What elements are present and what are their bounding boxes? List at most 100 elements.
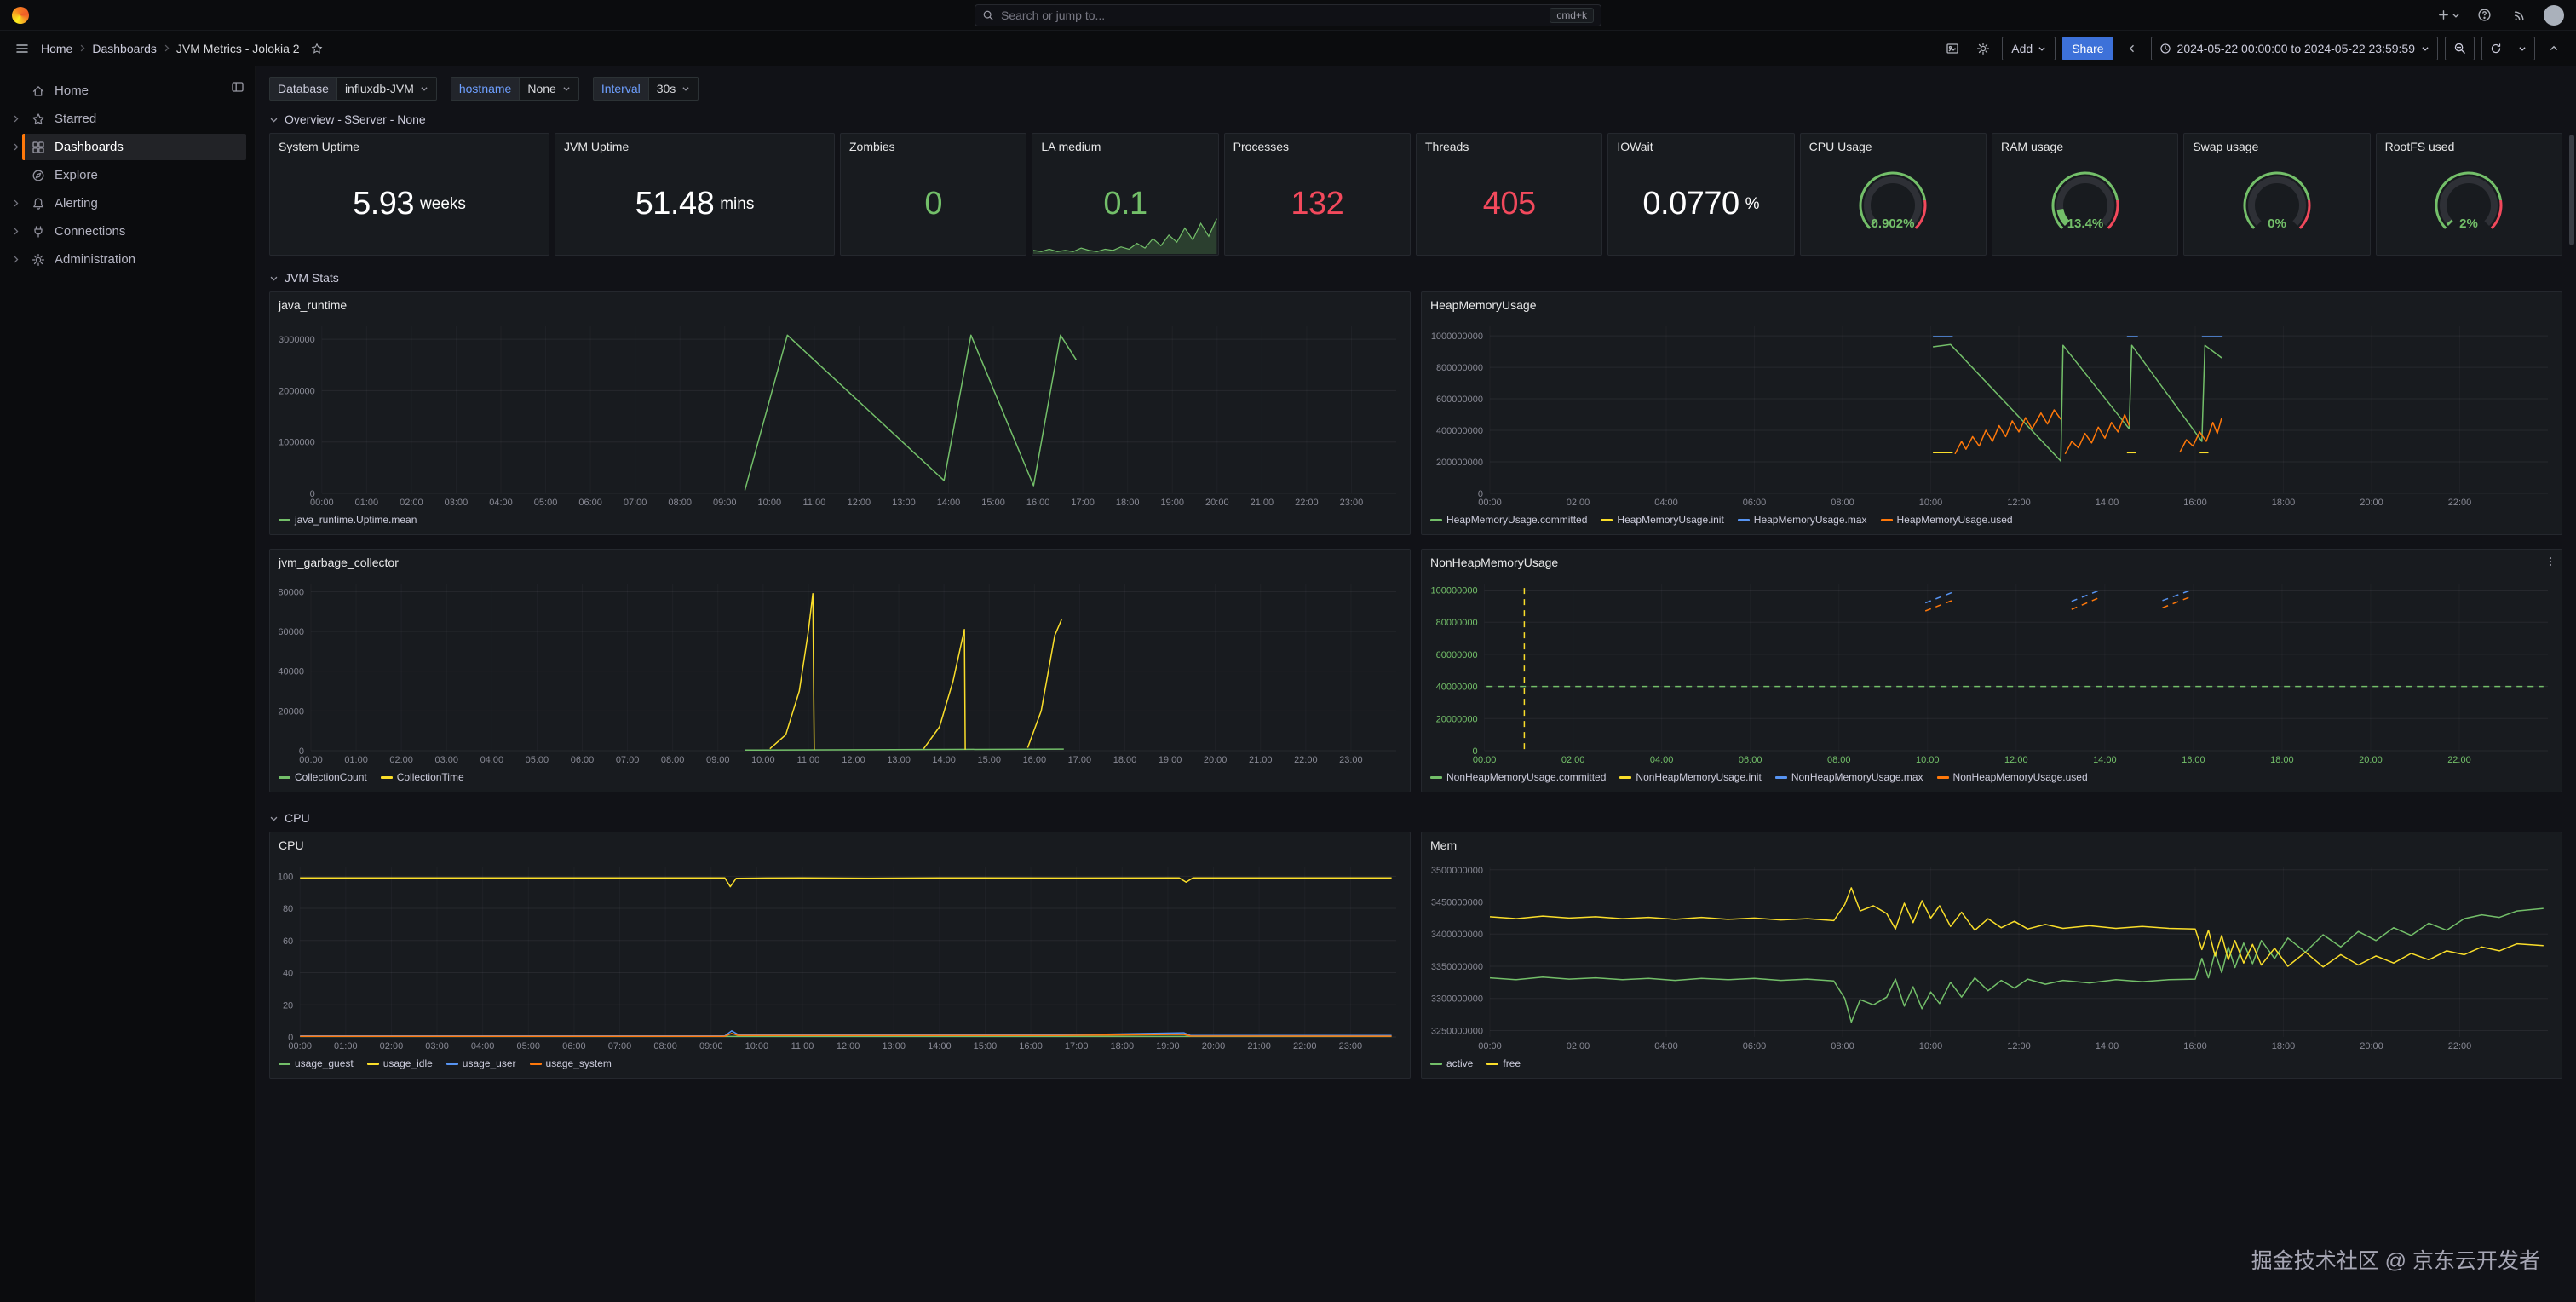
svg-text:3500000000: 3500000000 xyxy=(1431,866,1483,876)
menu-toggle-icon[interactable] xyxy=(10,37,34,60)
dock-menu-icon[interactable] xyxy=(231,80,244,94)
svg-text:19:00: 19:00 xyxy=(1160,498,1184,508)
legend-item[interactable]: NonHeapMemoryUsage.max xyxy=(1775,771,1923,783)
variable-value-dropdown[interactable]: influxdb-JVM xyxy=(336,77,437,101)
chevron-down-icon xyxy=(2452,11,2460,20)
time-range-button[interactable]: 2024-05-22 00:00:00 to 2024-05-22 23:59:… xyxy=(2152,37,2437,60)
legend-item[interactable]: CollectionCount xyxy=(279,771,367,783)
panel-title[interactable]: jvm_garbage_collector xyxy=(270,550,1410,575)
legend-item[interactable]: free xyxy=(1486,1057,1521,1069)
gauge: 13.4% xyxy=(2021,164,2149,245)
sidebar-item-home[interactable]: Home xyxy=(9,77,246,105)
chevron-left-icon[interactable] xyxy=(2120,37,2144,60)
add-button[interactable]: Add xyxy=(2002,37,2056,60)
new-button[interactable] xyxy=(2436,3,2460,27)
share-button[interactable]: Share xyxy=(2062,37,2113,60)
scrollbar[interactable] xyxy=(2569,135,2574,1302)
sidebar-item-dashboards[interactable]: Dashboards xyxy=(9,133,246,161)
search-input[interactable] xyxy=(1001,9,1543,22)
legend-item[interactable]: NonHeapMemoryUsage.init xyxy=(1619,771,1761,783)
svg-text:12:00: 12:00 xyxy=(2007,1041,2031,1051)
chevron-down-icon xyxy=(420,84,428,93)
sidebar-item-starred[interactable]: Starred xyxy=(9,105,246,133)
sidebar-item-connections[interactable]: Connections xyxy=(9,217,246,245)
panel-title[interactable]: java_runtime xyxy=(270,292,1410,318)
nonheap-memory-chart[interactable]: 00:0002:0004:0006:0008:0010:0012:0014:00… xyxy=(1422,575,2562,768)
breadcrumb-dashboards[interactable]: Dashboards xyxy=(92,42,157,55)
svg-text:16:00: 16:00 xyxy=(1023,755,1047,765)
cpu-chart[interactable]: 00:0001:0002:0003:0004:0005:0006:0007:00… xyxy=(270,858,1410,1054)
search-input-box[interactable]: cmd+k xyxy=(975,4,1601,26)
legend-item[interactable]: usage_user xyxy=(446,1057,516,1069)
sidebar-item-explore[interactable]: Explore xyxy=(9,161,246,189)
java-runtime-chart[interactable]: 00:0001:0002:0003:0004:0005:0006:0007:00… xyxy=(270,318,1410,510)
legend-color-mark xyxy=(446,1063,458,1065)
snapshot-image-icon[interactable] xyxy=(1941,37,1964,60)
help-icon[interactable] xyxy=(2472,3,2496,27)
refresh-interval-chevron-icon[interactable] xyxy=(2510,37,2534,60)
panel-title[interactable]: HeapMemoryUsage xyxy=(1422,292,2562,318)
panel-title: RAM usage xyxy=(1992,134,2177,153)
panel-title: Processes xyxy=(1225,134,1410,153)
mem-chart[interactable]: 00:0002:0004:0006:0008:0010:0012:0014:00… xyxy=(1422,858,2562,1054)
legend-label: HeapMemoryUsage.committed xyxy=(1446,514,1587,526)
legend-item[interactable]: HeapMemoryUsage.used xyxy=(1881,514,2013,526)
refresh-icon[interactable] xyxy=(2482,37,2510,60)
expand-chevron-icon[interactable] xyxy=(9,114,22,124)
legend-item[interactable]: HeapMemoryUsage.committed xyxy=(1430,514,1587,526)
legend-item[interactable]: NonHeapMemoryUsage.used xyxy=(1937,771,2088,783)
gauge: 2% xyxy=(2405,164,2533,245)
svg-text:19:00: 19:00 xyxy=(1156,1041,1180,1051)
legend-item[interactable]: HeapMemoryUsage.max xyxy=(1738,514,1867,526)
heap-memory-chart[interactable]: 00:0002:0004:0006:0008:0010:0012:0014:00… xyxy=(1422,318,2562,510)
expand-chevron-icon[interactable] xyxy=(9,199,22,208)
legend-item[interactable]: java_runtime.Uptime.mean xyxy=(279,514,417,526)
scrollbar-thumb[interactable] xyxy=(2569,135,2574,245)
chevron-up-icon[interactable] xyxy=(2542,37,2566,60)
chevron-down-icon xyxy=(2421,44,2429,53)
expand-chevron-icon[interactable] xyxy=(9,142,22,152)
row-header-overview[interactable]: Overview - $Server - None xyxy=(269,112,2562,126)
sidebar-item-alerting[interactable]: Alerting xyxy=(9,189,246,217)
clock-icon xyxy=(2159,43,2171,55)
row-header-cpu[interactable]: CPU xyxy=(269,811,2562,825)
panel-title: Swap usage xyxy=(2184,134,2369,153)
legend-item[interactable]: usage_system xyxy=(530,1057,612,1069)
expand-chevron-icon[interactable] xyxy=(9,255,22,264)
row-header-jvm-stats[interactable]: JVM Stats xyxy=(269,271,2562,285)
grafana-logo-icon[interactable] xyxy=(12,7,29,24)
svg-text:06:00: 06:00 xyxy=(1743,498,1767,508)
svg-text:02:00: 02:00 xyxy=(1561,755,1585,765)
stat-value: 5.93 xyxy=(353,186,414,222)
panel-menu-kebab-icon[interactable] xyxy=(2544,556,2556,567)
sidebar-item-administration[interactable]: Administration xyxy=(9,245,246,274)
panel-title[interactable]: CPU xyxy=(270,832,1410,858)
svg-text:80000: 80000 xyxy=(278,587,304,597)
panel-title[interactable]: NonHeapMemoryUsage xyxy=(1422,550,2562,575)
legend-item[interactable]: usage_guest xyxy=(279,1057,354,1069)
legend-item[interactable]: CollectionTime xyxy=(381,771,464,783)
chevron-down-icon xyxy=(681,84,690,93)
legend-item[interactable]: usage_idle xyxy=(367,1057,433,1069)
legend-item[interactable]: HeapMemoryUsage.init xyxy=(1601,514,1723,526)
news-icon[interactable] xyxy=(2508,3,2532,27)
sidebar-item-label: Administration xyxy=(55,252,135,267)
stat-panel-iowait: IOWait0.0770% xyxy=(1607,133,1794,256)
panel-title[interactable]: Mem xyxy=(1422,832,2562,858)
panel-jvm-garbage-collector: jvm_garbage_collector 00:0001:0002:0003:… xyxy=(269,549,1411,792)
sidebar-nav: HomeStarredDashboardsExploreAlertingConn… xyxy=(9,77,246,274)
user-avatar[interactable] xyxy=(2544,5,2564,26)
settings-gear-icon[interactable] xyxy=(1971,37,1995,60)
legend-item[interactable]: NonHeapMemoryUsage.committed xyxy=(1430,771,1606,783)
variable-value-dropdown[interactable]: None xyxy=(519,77,578,101)
variable-value-dropdown[interactable]: 30s xyxy=(648,77,699,101)
zoom-out-icon[interactable] xyxy=(2446,37,2474,60)
expand-chevron-icon[interactable] xyxy=(9,227,22,236)
search-icon xyxy=(982,9,994,21)
svg-text:08:00: 08:00 xyxy=(661,755,685,765)
stats-row: System Uptime5.93weeksJVM Uptime51.48min… xyxy=(269,133,2562,256)
legend-item[interactable]: active xyxy=(1430,1057,1473,1069)
breadcrumb-home[interactable]: Home xyxy=(41,42,72,55)
garbage-collector-chart[interactable]: 00:0001:0002:0003:0004:0005:0006:0007:00… xyxy=(270,575,1410,768)
favorite-star-icon[interactable] xyxy=(305,37,329,60)
